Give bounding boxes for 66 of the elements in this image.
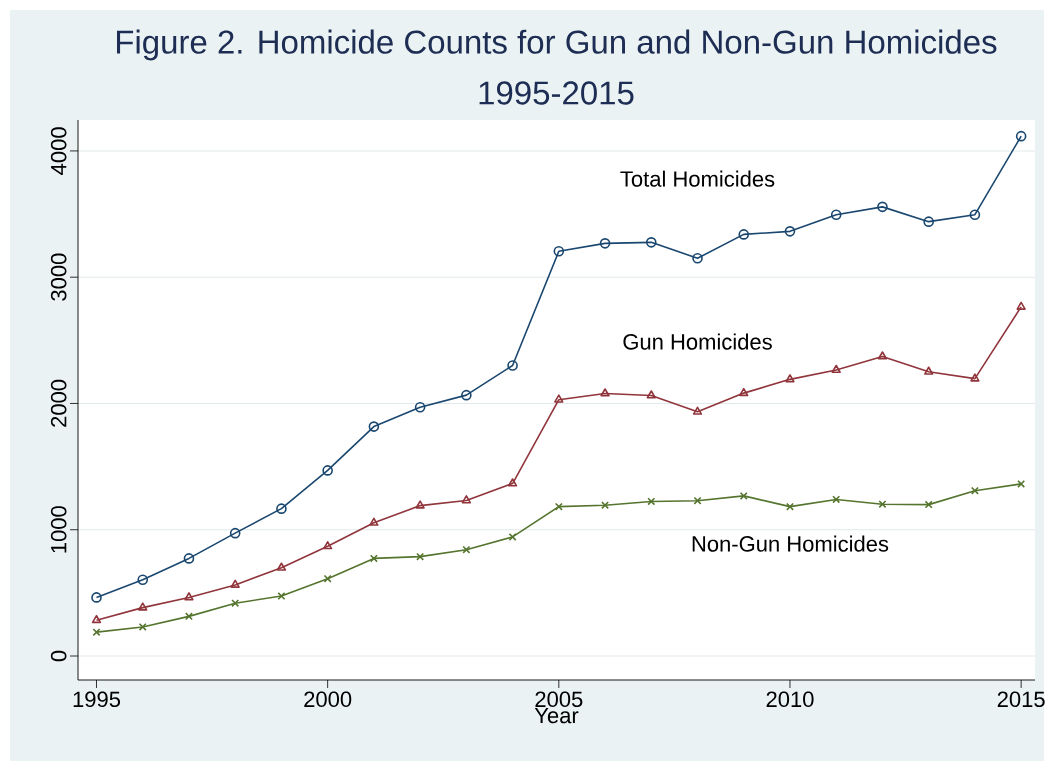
point	[414, 401, 426, 413]
point	[553, 246, 565, 257]
point	[645, 237, 657, 248]
x-tick-label: 1995	[73, 691, 121, 708]
point	[599, 238, 611, 249]
point	[322, 465, 333, 476]
point	[183, 553, 195, 564]
point	[692, 406, 703, 415]
y-tick-label: 1000	[50, 506, 67, 553]
point	[461, 389, 472, 401]
point	[416, 552, 425, 561]
point	[830, 209, 842, 220]
x-axis-title: Year	[534, 707, 579, 724]
point	[601, 501, 610, 510]
point	[137, 574, 149, 586]
y-tick-label: 0	[50, 650, 67, 662]
point	[739, 387, 749, 397]
point	[1016, 301, 1026, 310]
chart-subtitle: 1995-2015	[479, 81, 634, 105]
point	[738, 229, 750, 240]
point	[877, 201, 888, 213]
point	[600, 388, 610, 397]
point	[231, 599, 240, 608]
point	[415, 500, 425, 509]
point	[507, 478, 518, 487]
point	[369, 517, 379, 526]
point	[923, 366, 934, 375]
point	[368, 421, 380, 432]
point	[1015, 130, 1027, 142]
chart-title: Figure 2. Homicide Counts for Gun and Non-Gun Homicides	[116, 29, 997, 61]
point	[970, 373, 980, 382]
series-label: Total Homicides	[620, 170, 775, 187]
point	[184, 592, 194, 601]
y-tick-label: 2000	[50, 379, 67, 427]
point	[277, 592, 286, 601]
point	[924, 500, 933, 509]
point	[784, 226, 796, 237]
point	[276, 562, 287, 571]
point	[923, 216, 934, 227]
point	[831, 364, 841, 374]
point	[692, 252, 703, 264]
x-tick-label: 2005	[535, 691, 583, 708]
point	[646, 390, 656, 399]
point	[877, 351, 888, 360]
point	[1017, 479, 1026, 488]
point	[276, 503, 287, 514]
point	[785, 374, 795, 383]
point	[91, 592, 102, 603]
point	[507, 360, 518, 371]
series-label: Gun Homicides	[623, 333, 772, 350]
point	[969, 209, 981, 220]
x-tick-label: 2015	[997, 691, 1045, 708]
point	[91, 614, 102, 624]
point	[462, 545, 471, 554]
series-label: Non-Gun Homicides	[692, 535, 889, 552]
point	[323, 574, 332, 583]
point	[554, 394, 564, 403]
y-tick-label: 3000	[50, 253, 67, 301]
point	[322, 540, 333, 550]
point	[229, 527, 241, 539]
point	[230, 579, 240, 588]
x-tick-label: 2000	[304, 691, 352, 708]
point	[461, 495, 472, 504]
point	[138, 602, 148, 611]
y-tick-label: 4000	[50, 127, 67, 175]
x-tick-label: 2010	[766, 691, 814, 708]
